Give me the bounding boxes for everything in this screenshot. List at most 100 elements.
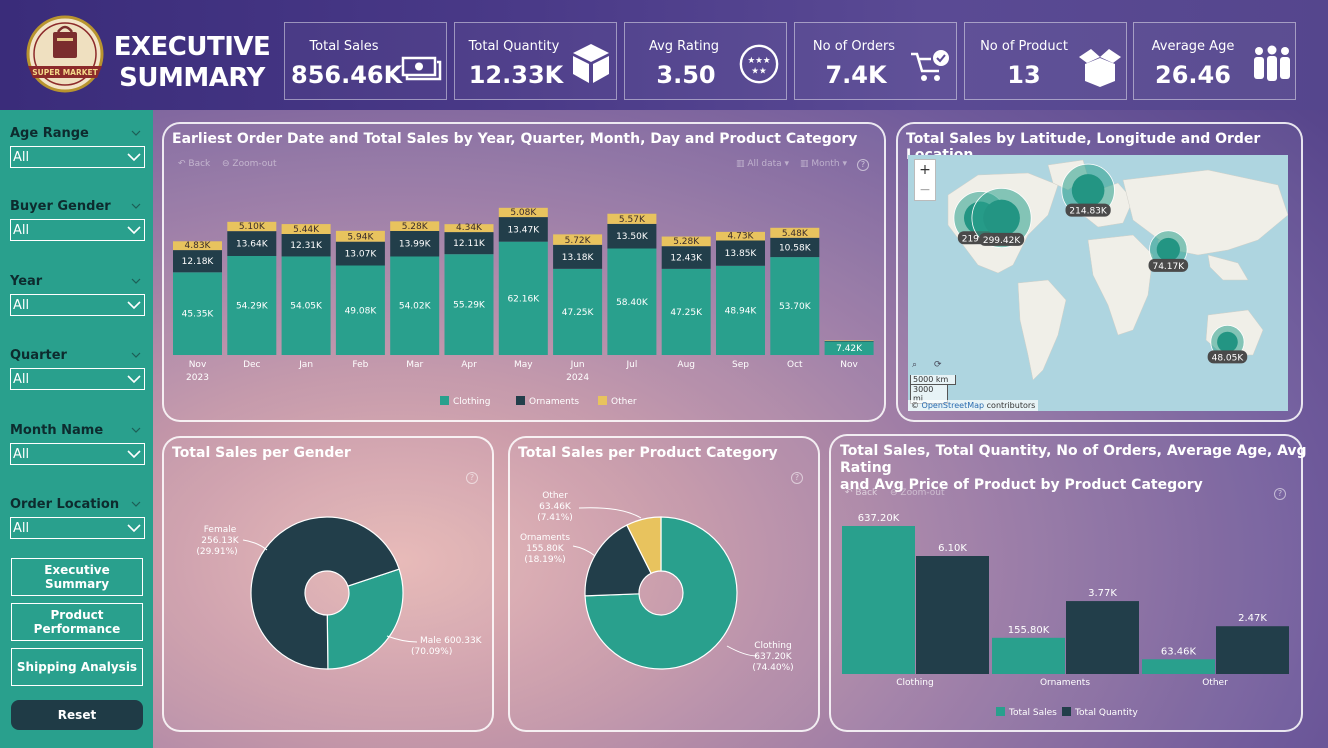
x-tick-label: Nov	[840, 360, 858, 370]
drill-back-button[interactable]: ↶ Back	[845, 488, 878, 498]
slicer-label: Age Range	[10, 126, 89, 141]
quarter-dropdown[interactable]: All	[10, 368, 145, 390]
slice-label: (74.40%)	[752, 663, 793, 673]
data-label: 49.08K	[345, 306, 378, 316]
stars-icon: ★★★ ★★	[739, 44, 779, 84]
product-performance-button[interactable]: Product Performance	[11, 603, 143, 641]
chevron-down-icon[interactable]	[131, 201, 141, 211]
bar-clothing	[227, 256, 277, 355]
chevron-down-icon[interactable]	[131, 276, 141, 286]
x-tick-label: Clothing	[896, 678, 933, 688]
slicer-label: Quarter	[10, 348, 67, 363]
year-dropdown[interactable]: All	[10, 294, 145, 316]
help-icon[interactable]: ?	[466, 472, 478, 484]
legend-swatch	[1062, 707, 1071, 716]
data-label: 45.35K	[182, 310, 215, 320]
map-zoom-control: + −	[914, 159, 936, 201]
refresh-icon[interactable]: ⟳	[934, 360, 942, 370]
leader-line	[386, 635, 418, 643]
scale-km: 5000 km	[910, 375, 956, 385]
chevron-down-icon	[127, 450, 141, 459]
svg-text:★★★: ★★★	[747, 56, 770, 66]
data-label: 53.70K	[779, 302, 812, 312]
title-line-1: EXECUTIVE	[113, 32, 271, 62]
openstreetmap-link[interactable]: OpenStreetMap	[921, 401, 985, 410]
all-data-menu[interactable]: ▥ All data ▾	[736, 159, 790, 169]
zoom-in-button[interactable]: +	[919, 162, 931, 178]
kpi-label: Total Sales	[309, 39, 379, 54]
leader-line	[578, 507, 642, 519]
x-tick-label: Dec	[243, 360, 260, 370]
gender-panel	[162, 436, 494, 732]
slicer-buyer-gender: Buyer Gender All	[10, 199, 145, 241]
kpi-average-age: Average Age 26.46	[1133, 22, 1296, 100]
bar-clothing	[498, 241, 548, 355]
order-location-dropdown[interactable]: All	[10, 517, 145, 539]
data-label: 637.20K	[858, 513, 900, 524]
legend-label: Other	[611, 397, 637, 407]
reset-button[interactable]: Reset	[11, 700, 143, 730]
data-label: 5.28K	[673, 237, 700, 247]
zoom-out-button[interactable]: ⊖ Zoom-out	[222, 159, 277, 169]
slice-label: Other	[542, 491, 568, 501]
x-tick-label: Apr	[461, 360, 477, 370]
data-label: 6.10K	[938, 543, 967, 554]
buyer-gender-dropdown[interactable]: All	[10, 219, 145, 241]
zoom-out-map-button[interactable]: −	[919, 182, 931, 198]
data-label: 54.02K	[399, 302, 432, 312]
x-tick-label: Ornaments	[1040, 678, 1090, 688]
chevron-down-icon[interactable]	[131, 350, 141, 360]
slicer-label: Year	[10, 274, 43, 289]
help-icon[interactable]: ?	[791, 472, 803, 484]
month-menu[interactable]: ▥ Month ▾	[800, 159, 847, 169]
lasso-icon[interactable]: ⌕	[912, 360, 918, 370]
legend-swatch	[996, 707, 1005, 716]
data-label: 13.47K	[507, 225, 540, 235]
chevron-down-icon[interactable]	[131, 499, 141, 509]
bar-other	[390, 221, 440, 231]
drill-back-button[interactable]: ↶ Back	[178, 159, 211, 169]
slicer-label: Buyer Gender	[10, 199, 111, 214]
zoom-out-button[interactable]: ⊖ Zoom-out	[890, 488, 945, 498]
slicer-month-name: Month Name All	[10, 423, 145, 465]
data-label: 54.05K	[290, 302, 323, 312]
open-box-icon	[1079, 49, 1121, 87]
bubble-label-bg	[1207, 350, 1248, 364]
help-icon[interactable]: ?	[1274, 488, 1286, 500]
kpi-no-of-orders: No of Orders 7.4K	[794, 22, 957, 100]
cart-icon	[911, 50, 949, 81]
bar-other	[173, 241, 222, 251]
bar-ornaments	[607, 223, 657, 249]
category-panel	[508, 436, 820, 732]
kpi-label: No of Product	[980, 39, 1068, 54]
kpi-value: 7.4K	[825, 61, 887, 89]
kpi-total-sales: Total Sales 856.46K	[284, 22, 447, 100]
kpi-total-quantity: Total Quantity 12.33K	[454, 22, 617, 100]
bubble-label: 214.83K	[1069, 207, 1107, 217]
data-label: 4.83K	[185, 241, 212, 251]
chevron-down-icon[interactable]	[131, 128, 141, 138]
month-name-dropdown[interactable]: All	[10, 443, 145, 465]
map-scale: 5000 km 3000 mi	[910, 375, 956, 404]
year-label: 2023	[186, 373, 209, 383]
legend-label: Total Quantity	[1074, 708, 1138, 718]
kpi-label: Average Age	[1151, 39, 1235, 54]
bar-ornaments	[390, 230, 440, 257]
help-icon[interactable]: ?	[857, 159, 869, 171]
data-label: 5.10K	[239, 222, 266, 232]
executive-summary-button[interactable]: Executive Summary	[11, 558, 143, 596]
shipping-analysis-button[interactable]: Shipping Analysis	[11, 648, 143, 686]
kpi-value: 12.33K	[468, 61, 564, 89]
data-label: 5.72K	[565, 236, 592, 246]
filter-sidebar	[0, 110, 153, 748]
chevron-down-icon[interactable]	[131, 425, 141, 435]
age-range-dropdown[interactable]: All	[10, 146, 145, 168]
bar-clothing	[607, 248, 657, 355]
bar-clothing	[444, 254, 494, 355]
data-label: 5.44K	[293, 225, 320, 235]
bar-ornaments	[498, 217, 548, 242]
leader-line	[726, 645, 758, 657]
bar-ornaments	[716, 240, 765, 266]
data-label: 4.73K	[728, 232, 755, 242]
